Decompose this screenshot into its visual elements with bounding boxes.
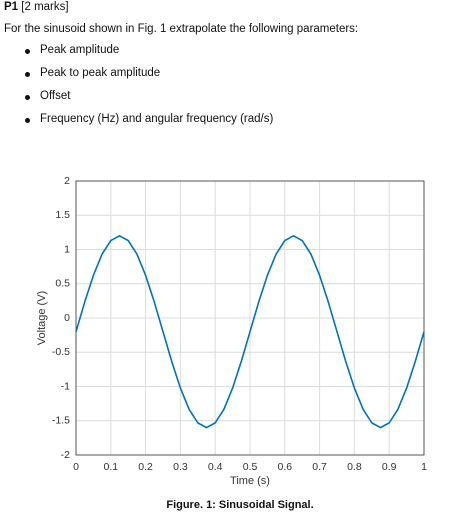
- x-axis-label: Time (s): [230, 475, 270, 487]
- x-tick-label: 0.7: [312, 461, 327, 473]
- x-tick-label: 0.6: [277, 461, 292, 473]
- x-tick-label: 0.3: [173, 461, 188, 473]
- bullet-text: Frequency (Hz) and angular frequency (ra…: [40, 113, 274, 125]
- x-tick-label: 0.2: [138, 461, 153, 473]
- bullet: [25, 72, 30, 77]
- x-tick-label: 0.9: [382, 461, 397, 473]
- bullet: [25, 49, 30, 54]
- x-tick-label: 1: [421, 461, 427, 473]
- y-tick-label: -1: [61, 380, 70, 392]
- signal-line: [75, 235, 425, 429]
- y-tick-label: 0.5: [55, 278, 70, 290]
- y-tick-label: -0.5: [52, 346, 70, 358]
- y-tick-label: -2: [61, 449, 70, 461]
- y-tick-label: -1.5: [52, 415, 70, 427]
- axes-box: [75, 180, 425, 456]
- x-tick-label: 0.5: [243, 461, 258, 473]
- x-tick-label: 0: [73, 461, 79, 473]
- y-tick-label: 2: [64, 175, 70, 187]
- y-tick-label: 1: [64, 243, 70, 255]
- bullet-text: Offset: [40, 90, 71, 102]
- y-axis-label: Voltage (V): [36, 291, 48, 345]
- question-header: P1 [2 marks]: [4, 1, 69, 13]
- y-tick-label: 0: [64, 312, 70, 324]
- bullet-text: Peak to peak amplitude: [40, 67, 161, 79]
- figure-caption: Figure. 1: Sinusoidal Signal.: [166, 499, 313, 511]
- y-tick-label: 1.5: [55, 209, 70, 221]
- bullet: [25, 95, 30, 100]
- bullet: [25, 118, 30, 123]
- question-label: P1: [4, 1, 19, 13]
- x-tick-label: 0.4: [208, 461, 223, 473]
- bullet-text: Peak amplitude: [40, 44, 120, 56]
- intro-text: For the sinusoid shown in Fig. 1 extrapo…: [4, 23, 359, 35]
- x-tick-label: 0.1: [103, 461, 118, 473]
- marks: [2 marks]: [21, 1, 69, 13]
- x-tick-label: 0.8: [347, 461, 362, 473]
